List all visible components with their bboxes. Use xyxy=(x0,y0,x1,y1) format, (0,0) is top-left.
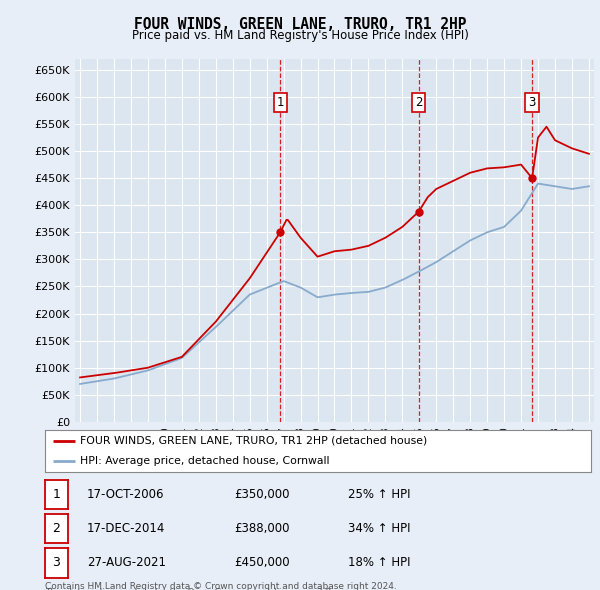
Text: 2: 2 xyxy=(52,522,61,535)
Text: HPI: Average price, detached house, Cornwall: HPI: Average price, detached house, Corn… xyxy=(80,455,330,466)
Text: 2: 2 xyxy=(415,96,422,109)
Text: £350,000: £350,000 xyxy=(234,488,290,501)
Text: This data is licensed under the Open Government Licence v3.0.: This data is licensed under the Open Gov… xyxy=(45,588,334,590)
Text: FOUR WINDS, GREEN LANE, TRURO, TR1 2HP: FOUR WINDS, GREEN LANE, TRURO, TR1 2HP xyxy=(134,17,466,31)
Text: 27-AUG-2021: 27-AUG-2021 xyxy=(87,556,166,569)
Text: 1: 1 xyxy=(277,96,284,109)
Text: 1: 1 xyxy=(52,488,61,501)
Text: 34% ↑ HPI: 34% ↑ HPI xyxy=(348,522,410,535)
Text: 25% ↑ HPI: 25% ↑ HPI xyxy=(348,488,410,501)
Text: £450,000: £450,000 xyxy=(234,556,290,569)
Text: Contains HM Land Registry data © Crown copyright and database right 2024.: Contains HM Land Registry data © Crown c… xyxy=(45,582,397,590)
Text: Price paid vs. HM Land Registry's House Price Index (HPI): Price paid vs. HM Land Registry's House … xyxy=(131,30,469,42)
Text: FOUR WINDS, GREEN LANE, TRURO, TR1 2HP (detached house): FOUR WINDS, GREEN LANE, TRURO, TR1 2HP (… xyxy=(80,436,428,446)
Text: 17-OCT-2006: 17-OCT-2006 xyxy=(87,488,164,501)
Text: 17-DEC-2014: 17-DEC-2014 xyxy=(87,522,166,535)
Text: 18% ↑ HPI: 18% ↑ HPI xyxy=(348,556,410,569)
Text: 3: 3 xyxy=(52,556,61,569)
Text: £388,000: £388,000 xyxy=(234,522,290,535)
Text: 3: 3 xyxy=(529,96,536,109)
